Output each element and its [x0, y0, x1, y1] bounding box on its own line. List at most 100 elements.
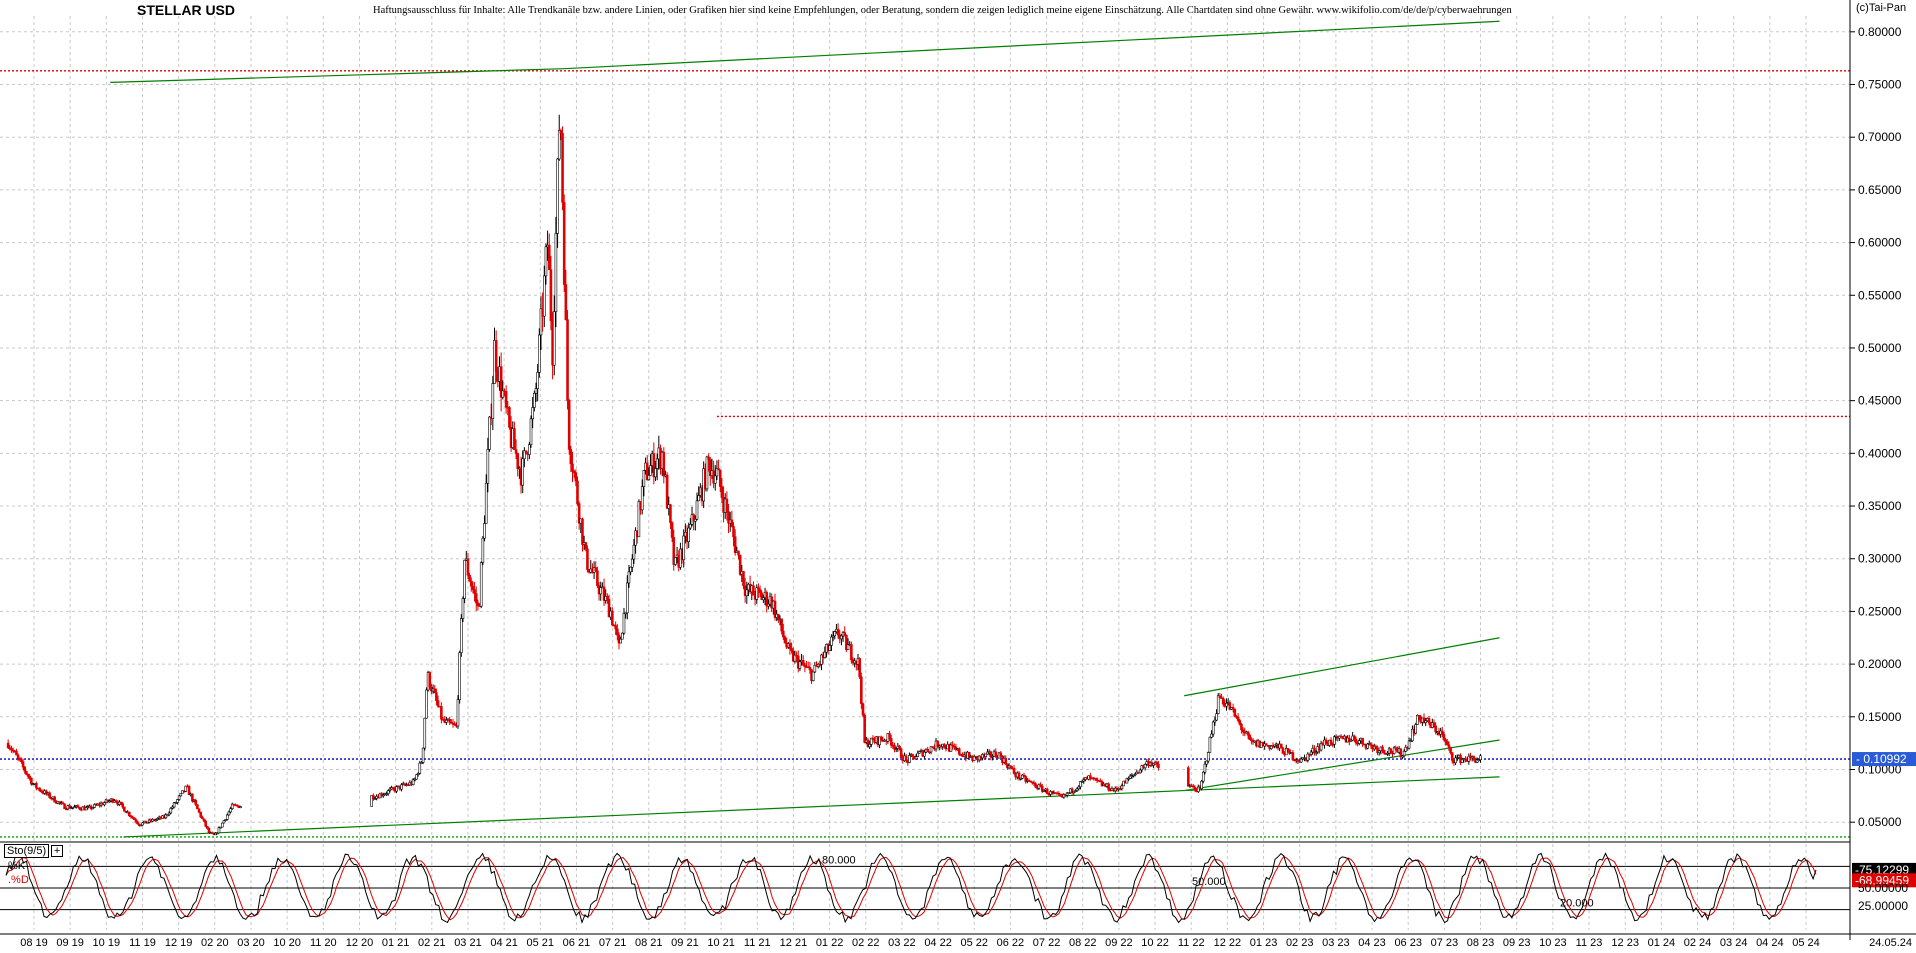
candle-body	[64, 808, 68, 811]
candle-body	[1445, 741, 1449, 746]
candle-body	[689, 524, 692, 529]
k-series-label: %K	[8, 860, 26, 872]
candle-body	[206, 826, 209, 829]
candle-body	[1427, 718, 1431, 724]
candle-body	[1030, 781, 1034, 784]
indicator-name[interactable]: Sto(9/5)	[4, 844, 50, 858]
candle-body	[1459, 755, 1462, 763]
candle-body	[1331, 744, 1335, 746]
candle-body	[1065, 792, 1069, 796]
candle-body	[1029, 780, 1032, 783]
candle-body	[547, 244, 551, 270]
candle-body	[539, 308, 543, 336]
candle-body	[803, 664, 807, 667]
candle-body	[1067, 792, 1071, 795]
candle-body	[450, 721, 453, 724]
candle-body	[989, 751, 993, 758]
candle-body	[878, 736, 881, 746]
candle-body	[1386, 752, 1389, 755]
candle-body	[574, 472, 578, 482]
candle-body	[1192, 785, 1195, 788]
copyright-label: (c)Tai-Pan	[1856, 2, 1907, 14]
candle-body	[707, 456, 710, 461]
candle-body	[649, 465, 652, 476]
candle-body	[385, 793, 388, 795]
candle-body	[830, 636, 833, 646]
x-tick-label: 05 21	[527, 937, 555, 948]
candle-body	[720, 486, 724, 498]
candle-body	[1138, 769, 1142, 774]
candle-body	[1125, 778, 1129, 784]
candle-body	[788, 643, 792, 649]
candle-body	[154, 819, 158, 821]
candle-body	[504, 391, 508, 408]
candle-body	[1374, 745, 1378, 749]
x-tick-label: 01 22	[816, 937, 844, 948]
candle-body	[215, 832, 219, 835]
candle-body	[634, 530, 637, 546]
candle-body	[1127, 778, 1130, 780]
candle-body	[923, 751, 926, 757]
x-tick-label: 04 23	[1358, 937, 1386, 948]
x-tick-label: 12 21	[780, 937, 808, 948]
candle-body	[1045, 788, 1049, 795]
candle-body	[564, 284, 568, 320]
candle-body	[1369, 743, 1373, 746]
candle-body	[1265, 743, 1268, 746]
candle-body	[1077, 786, 1081, 790]
x-tick-label: 04 24	[1756, 937, 1784, 948]
candle-body	[599, 587, 603, 595]
candle-body	[1273, 744, 1276, 747]
candle-body	[1203, 763, 1207, 773]
add-indicator-icon[interactable]: +	[51, 845, 64, 857]
x-tick-label: 11 21	[744, 937, 771, 948]
candle-body	[916, 752, 920, 757]
candle-body	[863, 714, 866, 743]
candle-body	[523, 450, 526, 460]
candle-body	[373, 798, 377, 800]
candle-body	[737, 550, 740, 556]
candle-body	[121, 803, 124, 808]
x-tick-label: 09 19	[56, 937, 84, 948]
candle-body	[1392, 747, 1396, 754]
candle-body	[458, 652, 461, 700]
candle-body	[239, 806, 242, 809]
candle-body	[1039, 784, 1042, 787]
candle-body	[167, 812, 171, 816]
candle-body	[1382, 750, 1386, 754]
candle-body	[1075, 788, 1079, 791]
candle-body	[795, 654, 798, 657]
indicator-legend[interactable]: Sto(9/5) +	[4, 844, 64, 858]
candle-body	[860, 676, 863, 704]
candle-body	[576, 480, 579, 504]
x-tick-label: 02 24	[1684, 937, 1712, 948]
candle-body	[1357, 740, 1361, 744]
candle-body	[164, 814, 168, 819]
candle-body	[572, 471, 576, 474]
candle-body	[697, 495, 700, 502]
candle-body	[1366, 743, 1369, 749]
x-tick-label: 11 22	[1178, 937, 1205, 948]
candle-body	[1407, 740, 1411, 749]
y-tick-label: 0.15000	[1858, 710, 1902, 724]
candle-body	[491, 383, 495, 419]
candle-body	[1157, 763, 1160, 769]
candle-body	[469, 580, 473, 587]
candle-body	[556, 158, 559, 234]
y-tick-label: 0.65000	[1858, 183, 1902, 197]
trendline	[564, 20, 1500, 70]
candle-body	[943, 743, 946, 748]
x-tick-label: 07 21	[599, 937, 627, 948]
x-tick-label: 12 23	[1611, 937, 1639, 948]
candle-body	[645, 462, 649, 481]
candle-body	[687, 527, 691, 542]
candle-body	[682, 535, 686, 561]
candle-body	[169, 808, 173, 814]
candle-body	[577, 503, 581, 524]
candle-body	[594, 567, 598, 572]
stoch-level-label: 80.000	[822, 854, 856, 866]
x-tick-label: 11 19	[129, 937, 156, 948]
candle-body	[1434, 725, 1437, 733]
y-tick-label: 0.45000	[1858, 394, 1902, 408]
